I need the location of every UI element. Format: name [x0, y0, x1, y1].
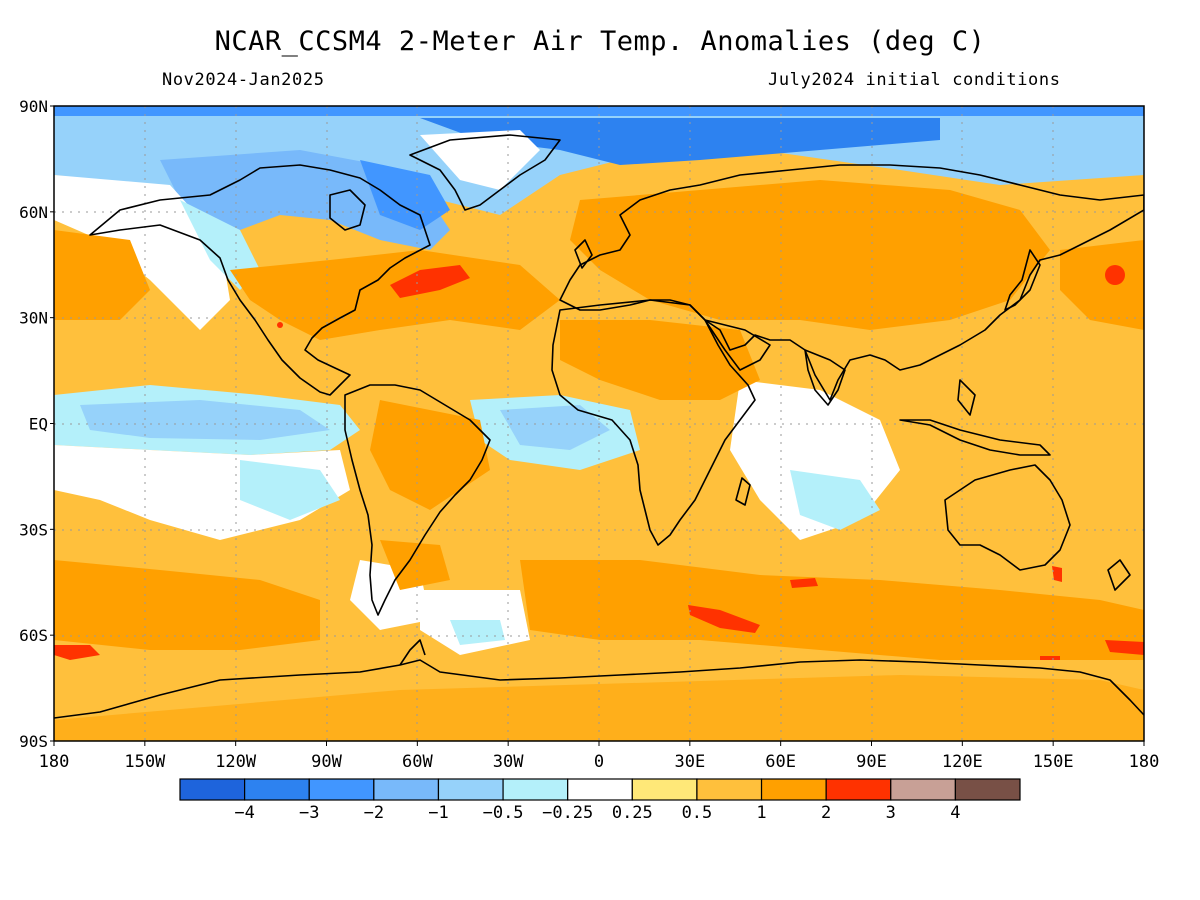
coastlines	[54, 134, 1144, 719]
colorbar-swatch	[760, 778, 827, 801]
longitude-label: 90E	[856, 752, 887, 772]
colorbar-swatch	[179, 778, 246, 801]
initial-conditions-label: July2024 initial conditions	[768, 70, 1061, 90]
longitude-label: 60E	[765, 752, 796, 772]
longitude-axis: 180 150W 120W 90W 60W 30W 0 30E 60E 90E 120E 150E 18…	[39, 741, 1160, 772]
colorbar-label: 2	[821, 803, 831, 823]
colorbar-labels: −4 −3 −2 −1 −0.5 −0.25 0.25 0.5 1 2 3 4	[234, 803, 960, 823]
longitude-label: 180	[1129, 752, 1160, 772]
colorbar	[179, 778, 1021, 801]
colorbar-label: −4	[234, 803, 254, 823]
latitude-label: 90S	[19, 732, 48, 751]
longitude-label: 120E	[942, 752, 983, 772]
colorbar-label: −0.5	[483, 803, 524, 823]
longitude-label: 60W	[402, 752, 433, 772]
colorbar-swatch	[631, 778, 698, 801]
colorbar-swatch	[890, 778, 956, 801]
latitude-label: 60N	[19, 203, 48, 222]
map-title: NCAR_CCSM4 2-Meter Air Temp. Anomalies (…	[214, 26, 986, 57]
colorbar-swatch	[502, 778, 569, 801]
colorbar-swatch	[244, 778, 310, 801]
longitude-label: 90W	[311, 752, 342, 772]
colorbar-label: −1	[428, 803, 448, 823]
colorbar-swatch	[825, 778, 892, 801]
graticule	[54, 106, 1144, 741]
latitude-axis: 90N 60N 30N EQ 30S 60S 90S	[19, 97, 54, 751]
latitude-label: 30S	[19, 520, 48, 539]
colorbar-label: 0.5	[682, 803, 713, 823]
longitude-label: 30E	[674, 752, 705, 772]
latitude-label: 60S	[19, 626, 48, 645]
longitude-label: 0	[594, 752, 604, 772]
longitude-label: 150W	[124, 752, 166, 772]
colorbar-swatch	[437, 778, 504, 801]
forecast-period: Nov2024-Jan2025	[162, 70, 325, 90]
latitude-label: 30N	[19, 309, 48, 328]
latitude-label: 90N	[19, 97, 48, 116]
colorbar-label: −0.25	[542, 803, 593, 823]
latitude-label: EQ	[29, 415, 48, 434]
longitude-label: 150E	[1033, 752, 1074, 772]
longitude-label: 180	[39, 752, 70, 772]
colorbar-swatch	[696, 778, 763, 801]
colorbar-label: −3	[299, 803, 319, 823]
colorbar-label: 3	[886, 803, 896, 823]
colorbar-swatch	[954, 778, 1021, 801]
colorbar-label: 1	[756, 803, 766, 823]
longitude-label: 120W	[215, 752, 257, 772]
colorbar-swatch	[308, 778, 375, 801]
colorbar-label: 0.25	[612, 803, 653, 823]
colorbar-swatch	[567, 778, 633, 801]
colorbar-label: −2	[364, 803, 384, 823]
colorbar-swatch	[373, 778, 440, 801]
longitude-label: 30W	[493, 752, 524, 772]
colorbar-label: 4	[950, 803, 960, 823]
